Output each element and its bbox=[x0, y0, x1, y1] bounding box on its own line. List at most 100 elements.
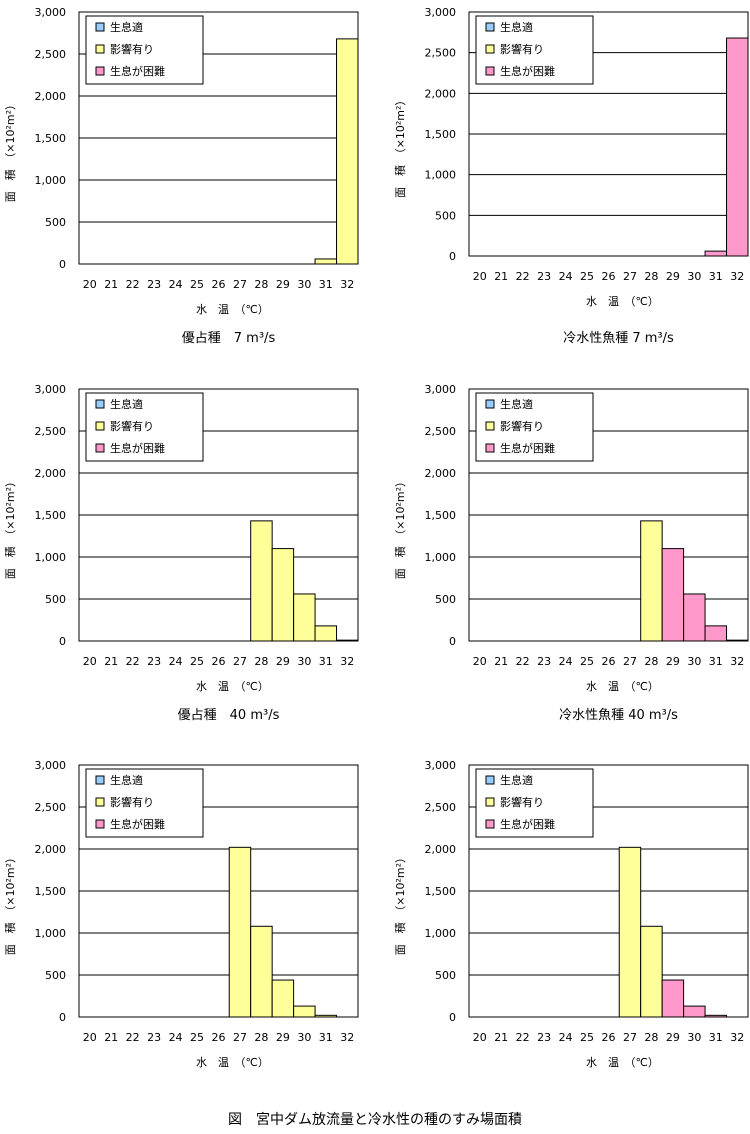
x-tick-label: 26 bbox=[602, 1031, 616, 1044]
y-tick-label: 1,500 bbox=[35, 509, 67, 522]
chart-panel-3: 0 500 1,000 1,500 2,000 2,500 3,000 20 21 22 23 24 2… bbox=[3, 383, 359, 723]
legend-label: 生息が困難 bbox=[110, 441, 165, 455]
y-tick-label: 3,000 bbox=[425, 6, 457, 19]
legend-label: 生息適 bbox=[500, 397, 533, 411]
legend-label: 生息が困難 bbox=[110, 64, 165, 78]
x-tick-label: 21 bbox=[104, 278, 118, 291]
bar-29 bbox=[661, 548, 685, 642]
x-tick-label: 28 bbox=[254, 1031, 268, 1044]
bar-30 bbox=[683, 1005, 706, 1018]
y-tick-label: 500 bbox=[45, 216, 66, 229]
x-tick-label: 29 bbox=[666, 1031, 680, 1044]
y-tick-label: 1,000 bbox=[425, 927, 457, 940]
x-tick-label: 25 bbox=[190, 1031, 204, 1044]
x-tick-label: 30 bbox=[297, 1031, 311, 1044]
x-tick-label: 25 bbox=[190, 278, 204, 291]
x-tick-label: 22 bbox=[516, 655, 530, 668]
x-tick-label: 31 bbox=[319, 655, 333, 668]
y-tick-label: 1,000 bbox=[35, 927, 67, 940]
bar-28 bbox=[640, 925, 663, 1018]
legend-swatch bbox=[95, 797, 105, 807]
y-axis-label: 面 積 （×10²m²） bbox=[3, 99, 17, 202]
x-tick-label: 27 bbox=[623, 270, 637, 283]
x-tick-label: 24 bbox=[169, 655, 183, 668]
x-tick-label: 31 bbox=[709, 270, 723, 283]
y-tick-label: 2,000 bbox=[425, 843, 457, 856]
legend-swatch bbox=[95, 421, 105, 431]
figure-caption: 図 宮中ダム放流量と冷水性の種のすみ場面積 bbox=[228, 1112, 522, 1128]
y-tick-label: 1,000 bbox=[35, 551, 67, 564]
y-tick-label: 2,500 bbox=[425, 47, 457, 60]
x-tick-label: 21 bbox=[494, 655, 508, 668]
x-tick-label: 26 bbox=[212, 278, 226, 291]
x-tick-label: 22 bbox=[126, 1031, 140, 1044]
chart-panel-6: 0 500 1,000 1,500 2,000 2,500 3,000 20 21 22 23 24 2… bbox=[393, 759, 749, 1069]
plot-frame bbox=[78, 11, 359, 265]
x-tick-label: 25 bbox=[190, 655, 204, 668]
x-tick-label: 27 bbox=[233, 655, 247, 668]
chart-panel-4: 0 500 1,000 1,500 2,000 2,500 3,000 20 21 22 23 24 2… bbox=[393, 383, 749, 723]
legend-label: 影響有り bbox=[500, 795, 544, 809]
legend-swatch bbox=[485, 44, 495, 54]
bar-31 bbox=[704, 250, 728, 257]
x-tick-label: 26 bbox=[212, 655, 226, 668]
legend-label: 生息適 bbox=[110, 397, 143, 411]
legend-label: 生息適 bbox=[110, 773, 143, 787]
x-tick-label: 29 bbox=[666, 270, 680, 283]
x-tick-label: 23 bbox=[147, 278, 161, 291]
x-tick-label: 21 bbox=[104, 655, 118, 668]
x-tick-label: 29 bbox=[666, 655, 680, 668]
x-tick-label: 32 bbox=[730, 270, 744, 283]
bar-27 bbox=[618, 846, 642, 1018]
x-tick-label: 27 bbox=[623, 1031, 637, 1044]
y-tick-label: 2,500 bbox=[35, 801, 67, 814]
x-axis-label: 水 温 （℃） bbox=[196, 680, 269, 693]
bar-30 bbox=[293, 593, 316, 642]
y-tick-label: 2,000 bbox=[425, 467, 457, 480]
x-tick-label: 25 bbox=[580, 1031, 594, 1044]
x-tick-label: 30 bbox=[687, 270, 701, 283]
x-tick-label: 32 bbox=[340, 278, 354, 291]
x-tick-label: 26 bbox=[602, 655, 616, 668]
x-tick-label: 28 bbox=[644, 270, 658, 283]
plot-frame bbox=[468, 764, 749, 1018]
plot-frame bbox=[468, 11, 749, 257]
legend bbox=[85, 15, 204, 85]
y-tick-label: 0 bbox=[449, 250, 456, 263]
x-axis-label: 水 温 （℃） bbox=[586, 295, 659, 308]
x-tick-label: 29 bbox=[276, 1031, 290, 1044]
x-tick-label: 22 bbox=[126, 655, 140, 668]
legend-swatch bbox=[485, 775, 495, 785]
x-tick-label: 24 bbox=[559, 1031, 573, 1044]
legend-swatch bbox=[485, 66, 495, 76]
x-tick-label: 24 bbox=[559, 270, 573, 283]
legend bbox=[85, 768, 204, 838]
bar-28 bbox=[250, 925, 273, 1018]
x-tick-label: 31 bbox=[319, 1031, 333, 1044]
x-tick-label: 28 bbox=[254, 655, 268, 668]
x-tick-label: 21 bbox=[104, 1031, 118, 1044]
legend-label: 生息が困難 bbox=[110, 817, 165, 831]
legend-swatch bbox=[95, 775, 105, 785]
x-tick-label: 25 bbox=[580, 655, 594, 668]
y-tick-label: 1,000 bbox=[35, 174, 67, 187]
y-axis-label: 面 積 （×10²m²） bbox=[393, 852, 407, 955]
legend-label: 生息適 bbox=[500, 20, 533, 34]
x-tick-label: 22 bbox=[516, 270, 530, 283]
y-tick-label: 1,500 bbox=[425, 885, 457, 898]
legend-swatch bbox=[485, 399, 495, 409]
bar-28 bbox=[640, 520, 663, 642]
x-tick-label: 27 bbox=[233, 1031, 247, 1044]
y-tick-label: 0 bbox=[59, 1011, 66, 1024]
x-tick-label: 30 bbox=[687, 1031, 701, 1044]
y-tick-label: 1,500 bbox=[35, 132, 67, 145]
chart-panel-1: 0 500 1,000 1,500 2,000 2,500 3,000 20 21 22 23 24 2… bbox=[3, 6, 359, 346]
plot-frame bbox=[78, 764, 359, 1018]
x-tick-label: 31 bbox=[709, 655, 723, 668]
legend-swatch bbox=[485, 819, 495, 829]
y-tick-label: 2,000 bbox=[35, 467, 67, 480]
chart-caption: 優占種 40 m³/s bbox=[178, 707, 280, 723]
y-tick-label: 2,500 bbox=[425, 425, 457, 438]
legend-label: 影響有り bbox=[110, 795, 154, 809]
